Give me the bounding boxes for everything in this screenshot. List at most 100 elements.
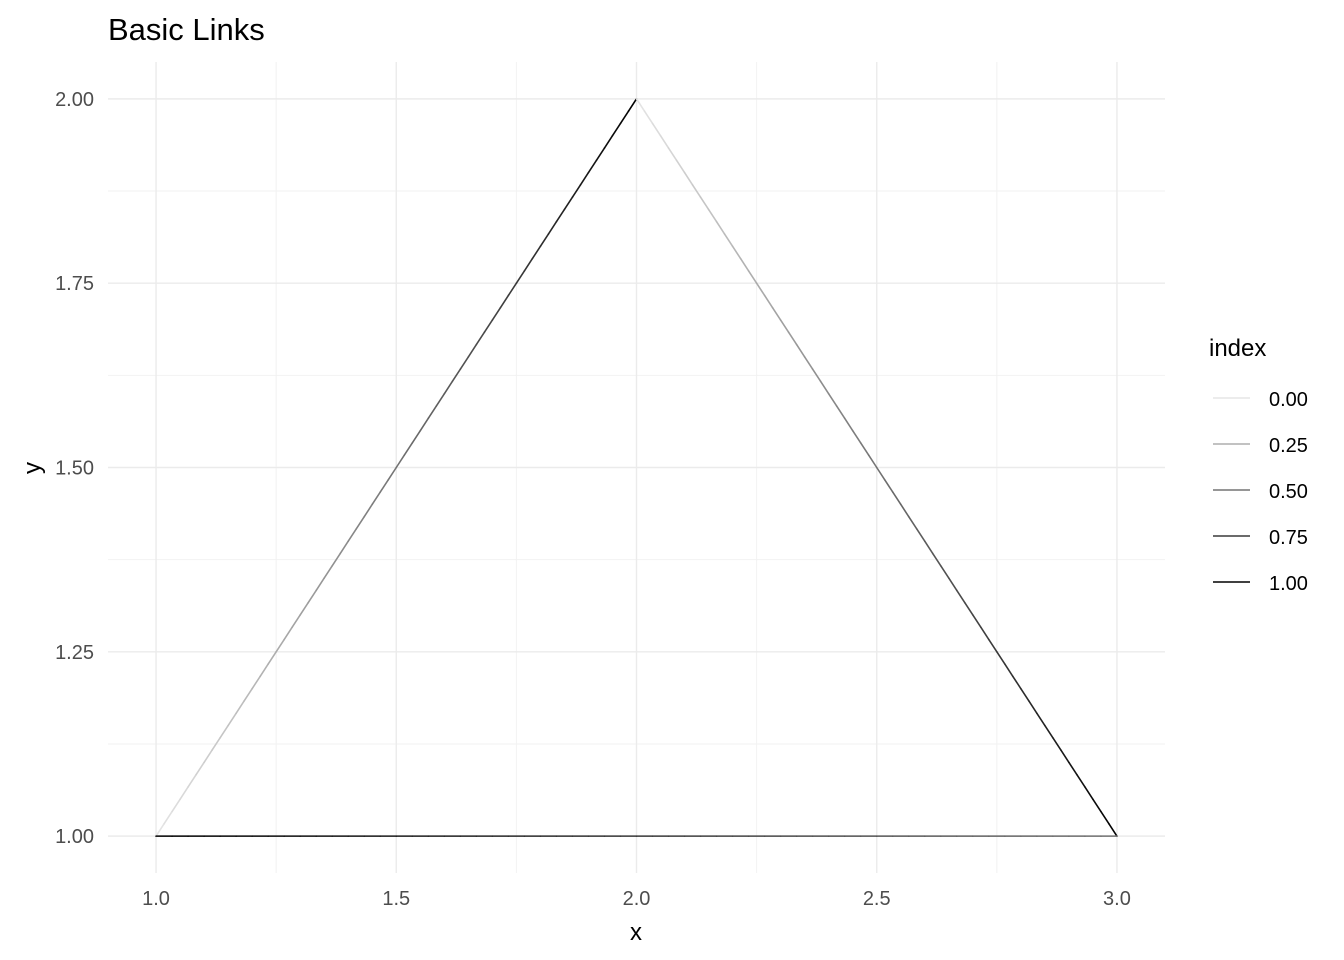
link-segment <box>931 552 942 567</box>
link-segment <box>988 638 998 653</box>
link-segment <box>571 184 582 198</box>
link-segment <box>507 282 518 297</box>
link-segment <box>947 577 958 592</box>
link-segment <box>1100 810 1110 825</box>
link-segment <box>523 257 534 272</box>
link-segment <box>491 306 502 321</box>
link-segment <box>427 405 438 420</box>
link-segment <box>1092 798 1102 813</box>
link-segment <box>355 515 366 530</box>
link-segment <box>851 429 862 444</box>
link-segment <box>859 442 870 457</box>
link-segment <box>996 651 1006 665</box>
link-segment <box>755 282 766 297</box>
link-segment <box>443 380 454 395</box>
link-segment <box>195 761 205 776</box>
link <box>155 98 638 837</box>
link-segment <box>667 147 678 162</box>
link-segment <box>547 220 558 235</box>
link-segment <box>723 233 734 248</box>
legend-entry: 0.00 <box>1213 389 1308 411</box>
link-segment <box>451 368 462 383</box>
link-segment <box>603 134 614 149</box>
major-grid <box>108 62 1165 873</box>
link-segment <box>499 294 510 309</box>
link-segment <box>1068 761 1078 776</box>
link-segment <box>347 528 358 543</box>
link-segment <box>251 675 261 690</box>
link-segment <box>155 823 165 837</box>
link-segment <box>964 601 974 616</box>
link-segment <box>379 478 390 493</box>
link-segment <box>891 491 902 506</box>
link-segment <box>1108 823 1118 837</box>
link-segment <box>635 98 646 112</box>
link-segment <box>315 577 326 592</box>
link-segment <box>323 565 334 579</box>
link-segment <box>555 208 566 223</box>
link-segment <box>211 737 221 751</box>
link-segment <box>219 724 229 739</box>
legend-entries: 0.00 0.25 0.50 0.75 1.00 <box>1213 389 1308 595</box>
link-segment <box>875 466 886 481</box>
link-segment <box>331 552 342 567</box>
y-tick-label: 2.00 <box>55 89 94 111</box>
links <box>155 98 1118 837</box>
link-segment <box>1036 712 1046 727</box>
legend-label: 0.50 <box>1269 481 1308 503</box>
link-segment <box>747 270 758 284</box>
link-segment <box>299 601 309 616</box>
link-segment <box>1076 773 1086 788</box>
link-segment <box>980 626 990 641</box>
link-segment <box>731 245 742 260</box>
link-segment <box>1044 724 1054 739</box>
link-segment <box>587 159 598 174</box>
y-axis-title: y <box>19 462 46 474</box>
link-segment <box>691 184 702 198</box>
legend-entry: 0.75 <box>1213 527 1308 549</box>
link-segment <box>643 110 654 125</box>
link-segment <box>275 638 285 653</box>
link-segment <box>659 134 670 149</box>
link-segment <box>187 773 197 788</box>
legend-label: 0.25 <box>1269 435 1308 457</box>
link-segment <box>259 663 269 678</box>
link-segment <box>1084 786 1094 801</box>
legend-label: 0.00 <box>1269 389 1308 411</box>
link-segment <box>923 540 934 555</box>
link-segment <box>1012 675 1022 690</box>
x-axis-title: x <box>630 919 642 946</box>
link-segment <box>163 810 173 825</box>
link-segment <box>771 306 782 321</box>
link-segment <box>1060 749 1070 764</box>
link-segment <box>827 392 838 407</box>
link-segment <box>459 356 470 370</box>
link-segment <box>787 331 798 346</box>
link <box>635 98 1118 837</box>
link-segment <box>395 454 406 469</box>
link-segment <box>763 294 774 309</box>
link-segment <box>739 257 750 272</box>
link-segment <box>939 565 950 579</box>
link-segment <box>467 343 478 358</box>
x-tick-label: 1.5 <box>382 888 410 910</box>
x-tick-labels: 1.0 1.5 2.0 2.5 3.0 <box>142 888 1131 910</box>
link-segment <box>1052 737 1062 751</box>
link-segment <box>835 405 846 420</box>
x-tick-label: 2.5 <box>863 888 891 910</box>
link-segment <box>307 589 317 604</box>
link-segment <box>363 503 374 518</box>
link-segment <box>203 749 213 764</box>
link-segment <box>651 122 662 137</box>
legend-entry: 0.50 <box>1213 481 1308 503</box>
link-segment <box>915 528 926 543</box>
x-tick-label: 2.0 <box>623 888 651 910</box>
y-tick-labels: 1.00 1.25 1.50 1.75 2.00 <box>55 89 94 848</box>
link-segment <box>403 442 414 457</box>
y-tick-label: 1.75 <box>55 273 94 295</box>
link-segment <box>179 786 189 801</box>
link-segment <box>811 368 822 383</box>
link-segment <box>291 614 301 629</box>
link-segment <box>907 515 918 530</box>
legend: index 0.00 0.25 0.50 0.75 1.00 <box>1209 335 1308 595</box>
